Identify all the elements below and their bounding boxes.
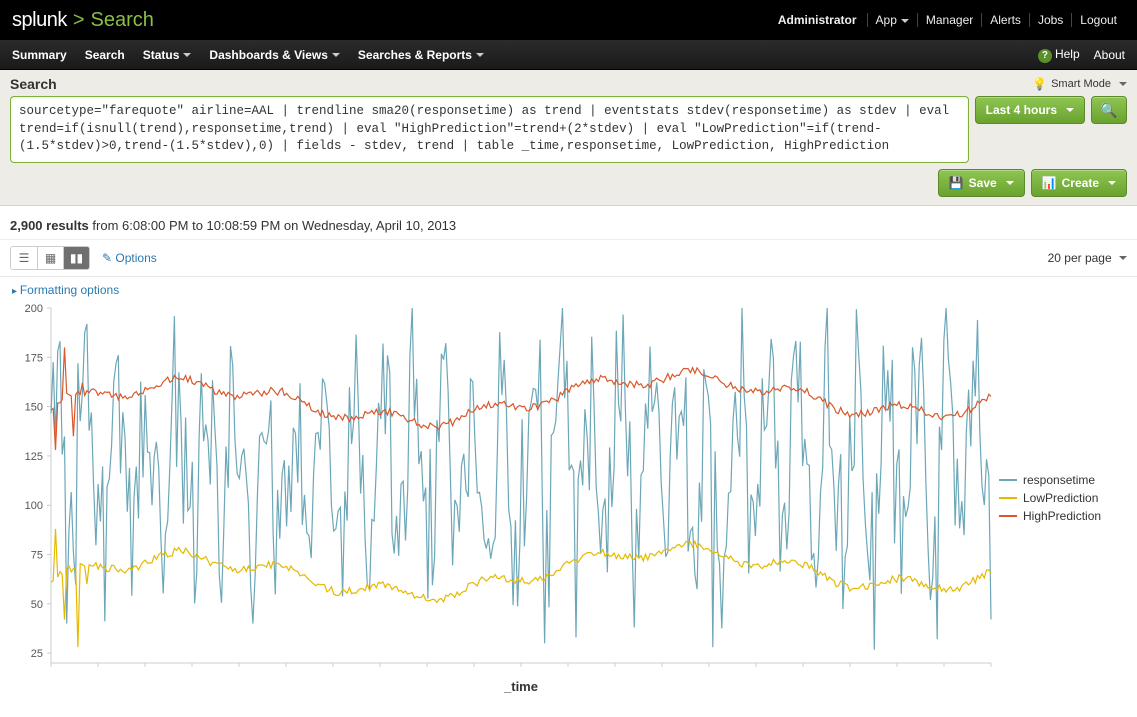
search-title: Search — [10, 76, 57, 92]
nav-help[interactable]: ?Help — [1038, 47, 1080, 63]
brand-gt: > — [73, 9, 85, 32]
formatting-row: Formatting options — [0, 277, 1137, 303]
topnav-manager[interactable]: Manager — [917, 13, 981, 27]
list-icon: ☰ — [19, 251, 30, 265]
top-bar: splunk > Search Administrator App Manager… — [0, 0, 1137, 40]
nav-status[interactable]: Status — [143, 48, 192, 62]
search-strip: Search 💡 Smart Mode sourcetype="farequot… — [0, 70, 1137, 206]
svg-text:100: 100 — [25, 500, 43, 512]
svg-text:50: 50 — [31, 598, 43, 610]
table-icon: ▦ — [45, 251, 56, 265]
chart-icon: 📊 — [1042, 176, 1057, 190]
legend-item-lowprediction[interactable]: LowPrediction — [999, 491, 1129, 505]
timechart: 25 50 75 100 125 150 175 200 _time — [8, 303, 999, 693]
nav-searches-reports[interactable]: Searches & Reports — [358, 48, 484, 62]
topnav-app[interactable]: App — [867, 13, 917, 27]
results-meta: 2,900 results from 6:08:00 PM to 10:08:5… — [0, 206, 1137, 240]
legend-swatch — [999, 479, 1017, 481]
view-list-button[interactable]: ☰ — [11, 247, 37, 269]
view-table-button[interactable]: ▦ — [37, 247, 63, 269]
formatting-options-link[interactable]: Formatting options — [12, 283, 119, 297]
legend-swatch — [999, 497, 1017, 499]
brand: splunk > Search — [12, 9, 154, 32]
view-chart-button[interactable]: ▮▮ — [63, 247, 89, 269]
legend-swatch — [999, 515, 1017, 517]
svg-text:200: 200 — [25, 303, 43, 315]
help-icon: ? — [1038, 49, 1052, 63]
chevron-down-icon — [332, 53, 340, 57]
brand-name: splunk — [12, 9, 67, 32]
nav-about[interactable]: About — [1094, 48, 1125, 62]
chevron-down-icon — [1108, 181, 1116, 185]
svg-text:150: 150 — [25, 401, 43, 413]
svg-text:125: 125 — [25, 450, 43, 462]
svg-text:25: 25 — [31, 648, 43, 660]
legend-item-responsetime[interactable]: responsetime — [999, 473, 1129, 487]
chevron-down-icon — [1119, 82, 1127, 86]
view-mode-toggle: ☰ ▦ ▮▮ — [10, 246, 90, 270]
per-page-selector[interactable]: 20 per page — [1048, 251, 1127, 265]
save-button[interactable]: 💾 Save — [938, 169, 1025, 197]
options-link[interactable]: Options — [102, 251, 157, 265]
nav-summary[interactable]: Summary — [12, 48, 67, 62]
topnav-jobs[interactable]: Jobs — [1029, 13, 1071, 27]
save-icon: 💾 — [949, 176, 964, 190]
barchart-icon: ▮▮ — [70, 251, 83, 265]
time-range-picker[interactable]: Last 4 hours — [975, 96, 1085, 124]
nav-bar: Summary Search Status Dashboards & Views… — [0, 40, 1137, 70]
chevron-down-icon — [476, 53, 484, 57]
topnav-logout[interactable]: Logout — [1071, 13, 1125, 27]
navbar-right: ?Help About — [1038, 47, 1125, 63]
topnav-alerts[interactable]: Alerts — [981, 13, 1029, 27]
nav-search[interactable]: Search — [85, 48, 125, 62]
chart-legend: responsetime LowPrediction HighPredictio… — [999, 303, 1129, 693]
lightbulb-icon: 💡 — [1032, 77, 1047, 91]
create-button[interactable]: 📊 Create — [1031, 169, 1127, 197]
view-controls: ☰ ▦ ▮▮ Options 20 per page — [0, 240, 1137, 277]
search-icon: 🔍 — [1100, 102, 1117, 119]
results-count: 2,900 results — [10, 218, 89, 233]
chevron-down-icon — [1066, 108, 1074, 112]
chevron-down-icon — [183, 53, 191, 57]
svg-text:75: 75 — [31, 549, 43, 561]
brand-app: Search — [91, 9, 154, 32]
chevron-down-icon — [1006, 181, 1014, 185]
chart-area: 25 50 75 100 125 150 175 200 _time responsetime … — [0, 303, 1137, 703]
navbar-left: Summary Search Status Dashboards & Views… — [12, 48, 484, 62]
chevron-down-icon — [1119, 256, 1127, 260]
svg-text:_time: _time — [503, 679, 538, 693]
search-submit-button[interactable]: 🔍 — [1091, 96, 1127, 124]
smart-mode-toggle[interactable]: 💡 Smart Mode — [1032, 77, 1127, 91]
topbar-right: Administrator App Manager Alerts Jobs Lo… — [778, 13, 1125, 27]
nav-dashboards[interactable]: Dashboards & Views — [209, 48, 340, 62]
chevron-down-icon — [901, 19, 909, 23]
results-range: from 6:08:00 PM to 10:08:59 PM on Wednes… — [89, 218, 456, 233]
admin-label: Administrator — [778, 13, 867, 27]
legend-item-highprediction[interactable]: HighPrediction — [999, 509, 1129, 523]
svg-text:175: 175 — [25, 352, 43, 364]
search-input[interactable]: sourcetype="farequote" airline=AAL | tre… — [10, 96, 969, 163]
